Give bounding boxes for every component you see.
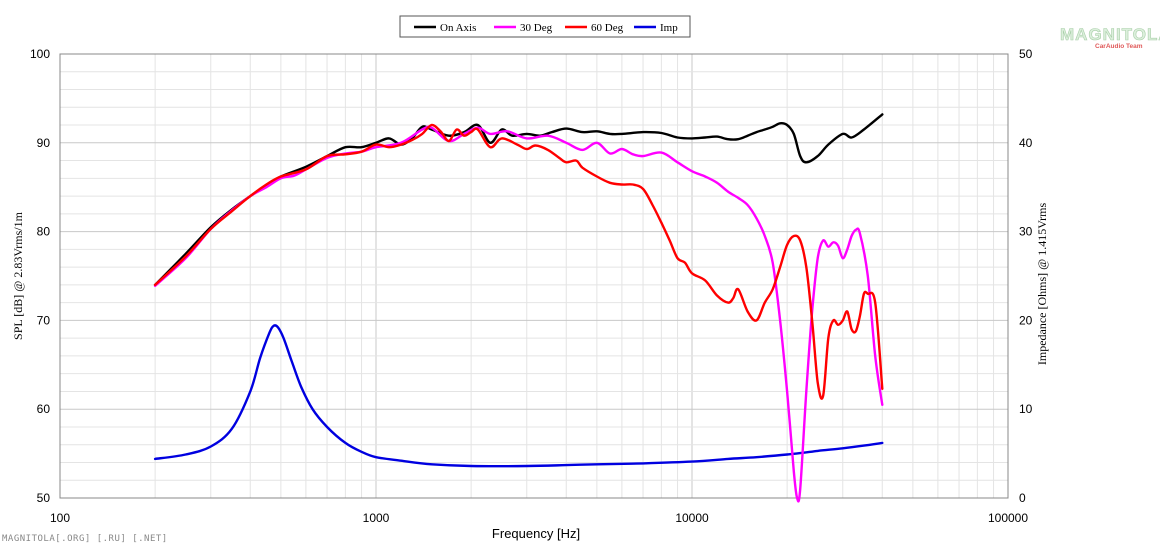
y2-tick-label: 20 [1019,313,1033,327]
x-tick-label: 1000 [363,511,390,525]
series-imp-line [153,324,884,468]
x-tick-label: 10000 [675,511,709,525]
y-tick-label: 100 [30,47,50,61]
y2-tick-label: 0 [1019,491,1026,505]
legend-label: 30 Deg [520,22,553,34]
grid [59,53,1008,499]
plot-frame [59,53,1009,499]
y2-axis-title: Impedance [Ohms] @ 1.415Vrms [1035,203,1049,366]
legend-label: Imp [660,22,678,34]
x-axis-title: Frequency [Hz] [492,526,580,541]
watermark: MAGNITOLA[.ORG] [.RU] [.NET] [2,534,168,544]
y2-tick-label: 40 [1019,136,1033,150]
y2-tick-label: 30 [1019,225,1033,239]
y2-tick-label: 10 [1019,402,1033,416]
magnitola-logo: MAGNITOLA CarAudio Team [1060,25,1160,50]
y-tick-label: 50 [37,491,51,505]
tick-labels: 100 1000 10000 1000005060708090100010203040… [30,47,1033,525]
logo-subtitle: CarAudio Team [1095,43,1143,50]
legend: On Axis 30 Deg 60 Deg Imp [399,15,691,38]
y-tick-label: 60 [37,402,51,416]
x-tick-label: 100000 [988,511,1028,525]
y-tick-label: 80 [37,225,51,239]
series-60-deg-line [153,123,884,400]
series-on-axis-line [153,113,884,287]
curves [153,113,884,503]
y2-tick-label: 50 [1019,47,1033,61]
legend-box [399,15,691,38]
y-tick-label: 70 [37,313,51,327]
legend-label: 60 Deg [591,22,624,34]
y-axis-title: SPL [dB] @ 2.83Vrms/1m [11,211,25,340]
legend-label: On Axis [440,22,476,34]
logo-word: MAGNITOLA [1060,25,1160,44]
y-tick-label: 90 [37,136,51,150]
x-tick-label: 100 [50,511,70,525]
